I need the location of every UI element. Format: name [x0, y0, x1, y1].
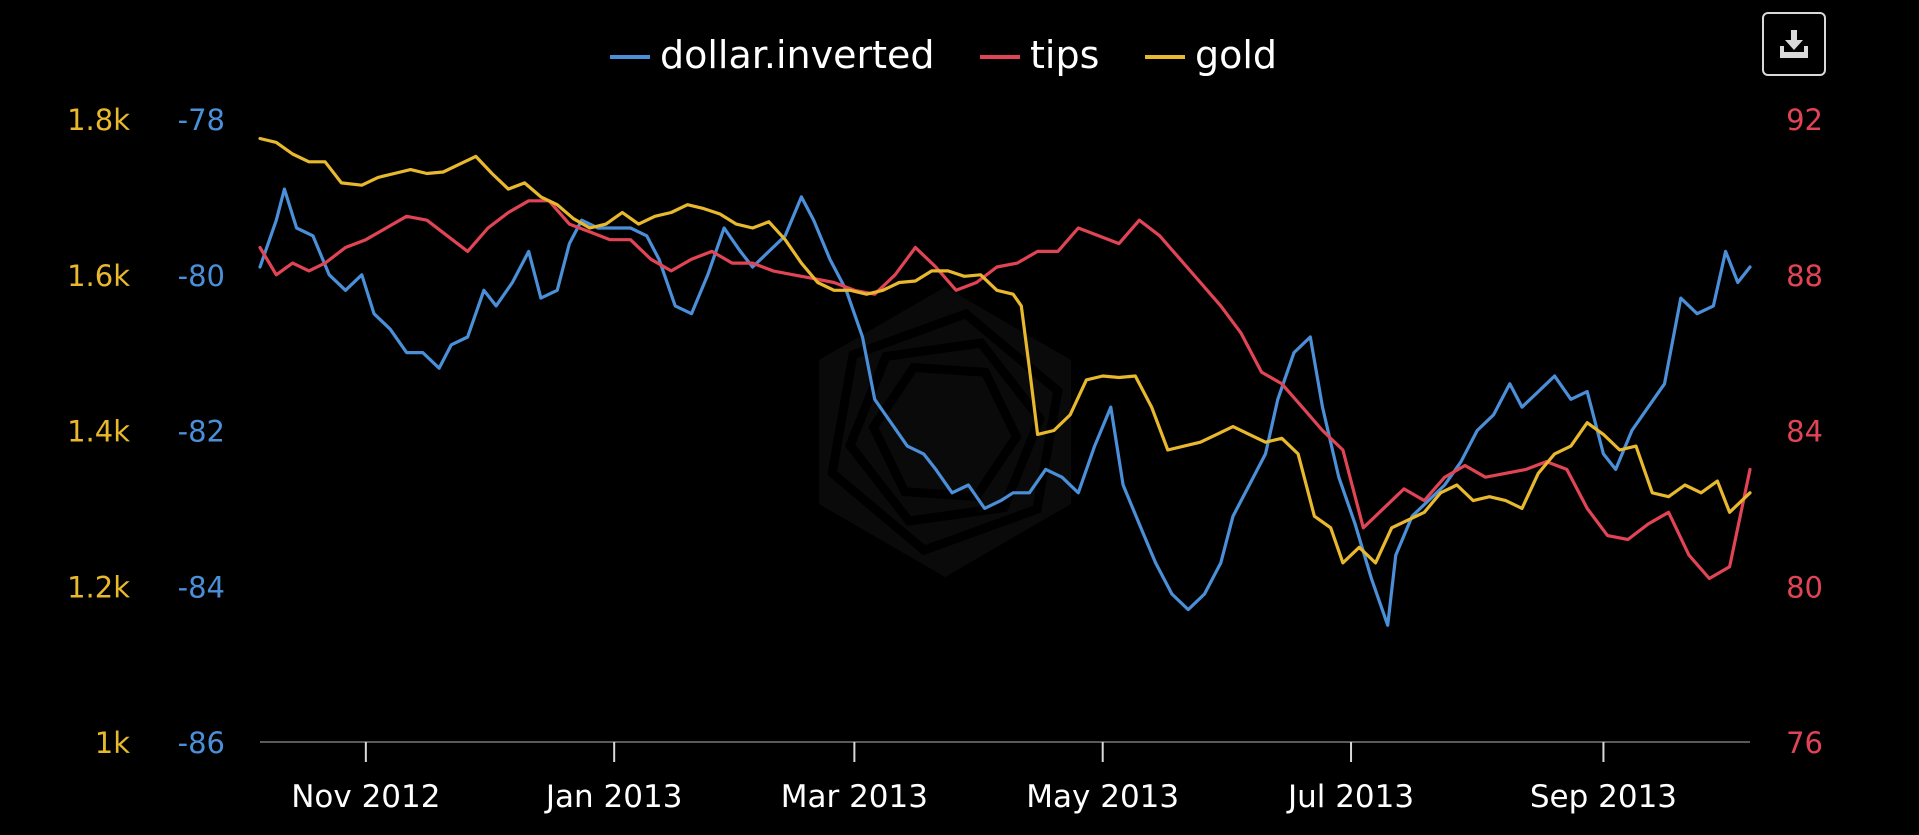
legend-item-gold[interactable]: gold	[1145, 33, 1277, 77]
gold-axis-tick-label: 1.2k	[67, 570, 130, 604]
gold-axis-tick-label: 1.4k	[67, 415, 130, 449]
legend[interactable]: dollar.inverted tips gold	[610, 33, 1277, 77]
series-layer	[258, 136, 1752, 627]
dollar-axis-tick-label: -78	[178, 103, 225, 137]
tips-axis-tick-label: 76	[1786, 726, 1823, 760]
legend-item-dollar-inverted[interactable]: dollar.inverted	[610, 33, 935, 77]
x-tick-label: Sep 2013	[1530, 779, 1677, 815]
gold-axis-tick-label: 1.6k	[67, 259, 130, 293]
tips-axis-tick-label: 80	[1786, 570, 1823, 604]
series-line-dollar-inverted[interactable]	[258, 187, 1752, 627]
dollar-axis-tick-label: -84	[178, 570, 225, 604]
gold-axis-tick-label: 1k	[95, 726, 130, 760]
legend-item-tips[interactable]: tips	[980, 33, 1099, 77]
watermark-logo	[819, 287, 1071, 577]
x-tick-label: Mar 2013	[781, 779, 928, 815]
series-line-gold[interactable]	[258, 136, 1752, 565]
x-tick-label: Jan 2013	[544, 779, 683, 815]
x-tick-label: Nov 2012	[291, 779, 440, 815]
download-icon	[1780, 30, 1808, 58]
series-line-tips[interactable]	[258, 199, 1752, 581]
legend-label: dollar.inverted	[660, 33, 935, 77]
x-tick-label: Jul 2013	[1286, 779, 1414, 815]
dollar-axis-tick-label: -82	[178, 415, 225, 449]
dollar-axis-tick-label: -80	[178, 259, 225, 293]
tips-axis-tick-label: 84	[1786, 415, 1823, 449]
gold-axis-tick-label: 1.8k	[67, 103, 130, 137]
legend-label: tips	[1030, 33, 1099, 77]
tips-axis-tick-label: 92	[1786, 103, 1823, 137]
x-tick-label: May 2013	[1026, 779, 1179, 815]
tips-axis-tick-label: 88	[1786, 259, 1823, 293]
download-button[interactable]	[1762, 12, 1826, 76]
axes-layer: Nov 2012 Jan 2013 Mar 2013 May 2013 Jul 2013…	[67, 103, 1823, 815]
legend-label: gold	[1195, 33, 1277, 77]
dollar-axis-tick-label: -86	[178, 726, 225, 760]
